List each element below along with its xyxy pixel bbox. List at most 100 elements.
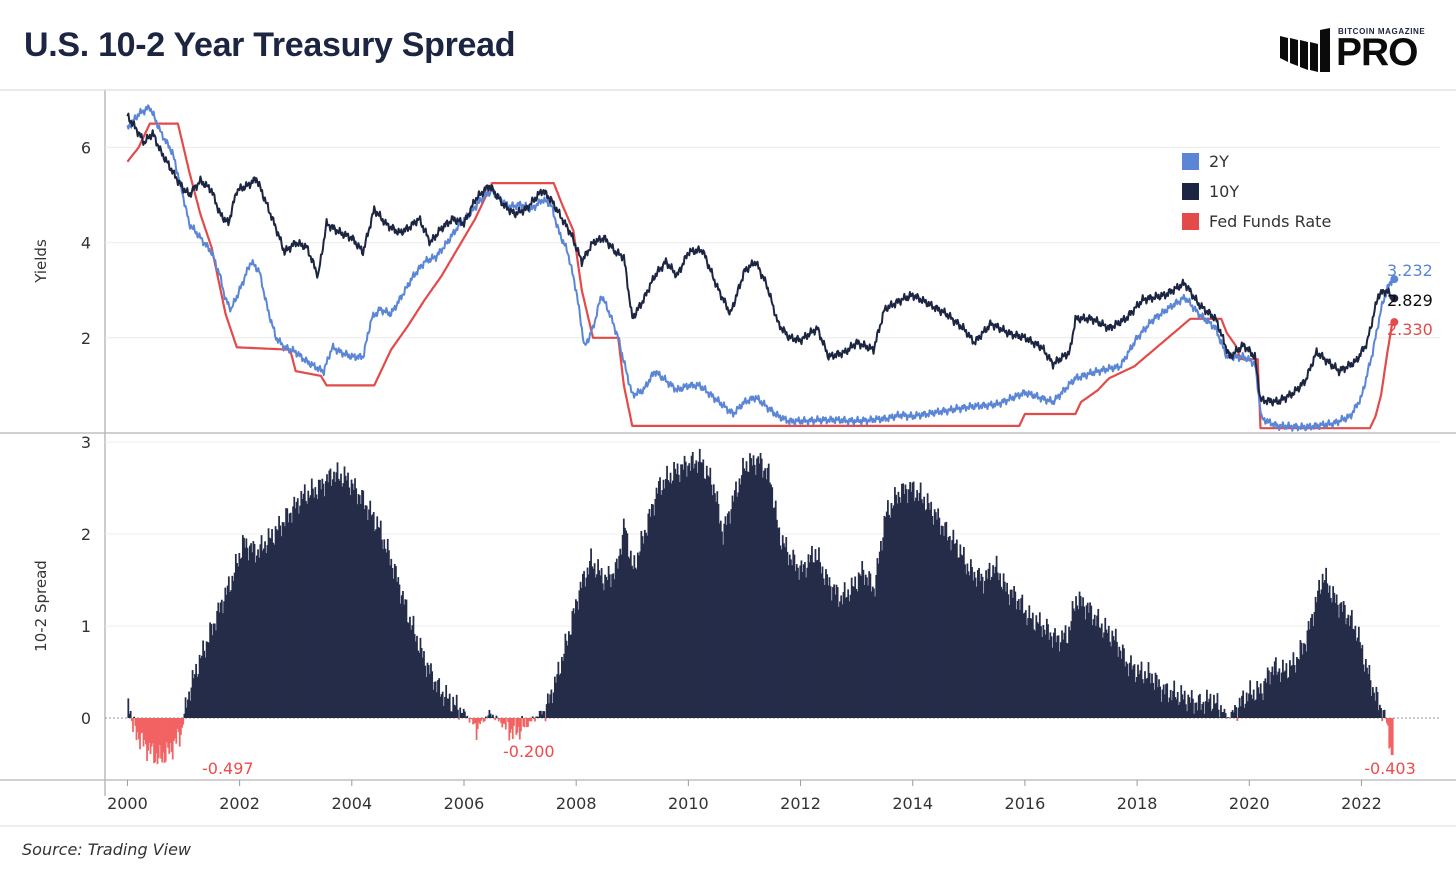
spread-bar bbox=[1343, 604, 1346, 718]
spread-bar-negative bbox=[151, 718, 154, 744]
spread-bar bbox=[578, 590, 581, 718]
spread-bar bbox=[725, 524, 728, 718]
spread-bar bbox=[1140, 661, 1143, 718]
spread-bar bbox=[1076, 605, 1079, 718]
spread-bar bbox=[1312, 626, 1315, 718]
spread-bar bbox=[1350, 610, 1353, 718]
spread-bar bbox=[1058, 651, 1061, 718]
spread-bar bbox=[309, 495, 312, 718]
spread-bar bbox=[582, 573, 584, 718]
spread-bar bbox=[277, 530, 279, 718]
spread-bar bbox=[815, 560, 818, 718]
spread-bar bbox=[943, 535, 945, 718]
spread-bar bbox=[659, 477, 661, 718]
bitcoin-magazine-pro-logo: BITCOIN MAGAZINE PRO bbox=[1280, 27, 1445, 74]
spread-bar bbox=[1204, 701, 1207, 718]
spread-bar bbox=[1111, 630, 1114, 718]
spread-bar bbox=[367, 520, 369, 718]
spread-bar bbox=[575, 599, 577, 718]
spread-bar bbox=[729, 523, 732, 718]
spread-bar bbox=[1020, 598, 1023, 718]
spread-bar bbox=[1100, 623, 1103, 718]
spread-bar bbox=[357, 494, 360, 718]
spread-bar bbox=[543, 711, 546, 718]
spread-bar bbox=[257, 549, 259, 718]
spread-bar bbox=[885, 511, 888, 718]
spread-bar-negative bbox=[507, 718, 509, 723]
spread-bar bbox=[1223, 708, 1226, 718]
spread-bar bbox=[1027, 618, 1030, 718]
spread-bar bbox=[662, 479, 665, 718]
spread-bar bbox=[558, 675, 561, 718]
spread-bar bbox=[399, 603, 402, 718]
spread-bar bbox=[916, 490, 919, 718]
spread-bar bbox=[234, 553, 237, 718]
spread-bar bbox=[213, 623, 216, 718]
spread-bar bbox=[371, 514, 374, 718]
spread-bar bbox=[1123, 648, 1125, 718]
spread-bar bbox=[1082, 597, 1084, 718]
spread-bar bbox=[1301, 654, 1304, 718]
spread-bar bbox=[703, 478, 706, 718]
spread-bar bbox=[1186, 711, 1188, 718]
spread-bar bbox=[717, 503, 720, 718]
spread-bar bbox=[860, 575, 862, 718]
spread-bar-negative bbox=[471, 718, 473, 720]
spread-bars bbox=[127, 448, 1394, 765]
spread-bar bbox=[546, 693, 549, 718]
spread-bar bbox=[1209, 693, 1212, 718]
spread-bar bbox=[1119, 650, 1122, 718]
spread-bar bbox=[537, 716, 540, 718]
spread-bar bbox=[315, 494, 318, 718]
spread-bar bbox=[341, 486, 344, 718]
spread-bar bbox=[812, 562, 814, 718]
spread-bar bbox=[778, 527, 781, 718]
spread-bar bbox=[764, 468, 767, 718]
spread-bar bbox=[650, 504, 653, 718]
spread-bar bbox=[904, 484, 907, 718]
spread-bar bbox=[1179, 701, 1181, 718]
spread-bar bbox=[687, 465, 689, 718]
spread-bar bbox=[295, 501, 298, 718]
spread-bar bbox=[605, 576, 608, 718]
spread-bar bbox=[1348, 626, 1351, 718]
spread-bar bbox=[642, 543, 645, 718]
spread-bar bbox=[314, 487, 317, 718]
spread-bar bbox=[857, 572, 860, 718]
x-tick-label: 2014 bbox=[892, 794, 933, 813]
x-tick-label: 2016 bbox=[1005, 794, 1046, 813]
spread-bar bbox=[296, 498, 299, 718]
spread-bar bbox=[693, 468, 695, 718]
spread-bar bbox=[1267, 670, 1270, 718]
spread-bar bbox=[1194, 702, 1197, 718]
spread-bar bbox=[1105, 629, 1108, 718]
spread-bar bbox=[433, 681, 436, 718]
spread-bar bbox=[1313, 612, 1316, 718]
yield-tick-label: 4 bbox=[81, 234, 91, 253]
spread-bar bbox=[661, 489, 664, 718]
spread-bar bbox=[1215, 702, 1218, 718]
spread-bar bbox=[597, 559, 599, 718]
spread-bar bbox=[307, 490, 310, 718]
spread-bar bbox=[767, 463, 770, 718]
line-10y bbox=[126, 112, 1394, 407]
spread-bar-negative bbox=[513, 718, 515, 726]
spread-bar bbox=[369, 500, 372, 718]
spread-bar bbox=[564, 633, 567, 718]
spread-bar bbox=[663, 488, 666, 718]
spread-bar bbox=[1333, 592, 1336, 718]
spread-bar bbox=[855, 588, 858, 718]
spread-bar bbox=[312, 488, 314, 718]
spread-bar-negative bbox=[1386, 718, 1388, 724]
spread-bar bbox=[1248, 693, 1250, 718]
spread-bar bbox=[1300, 642, 1303, 718]
spread-bar bbox=[747, 472, 750, 718]
spread-bar bbox=[828, 577, 831, 718]
spread-bar bbox=[212, 623, 215, 718]
spread-bar bbox=[776, 519, 778, 718]
spread-bar bbox=[924, 510, 927, 718]
spread-bar bbox=[1126, 663, 1129, 718]
spread-bar bbox=[851, 585, 854, 718]
spread-bar bbox=[1138, 674, 1141, 718]
spread-bar bbox=[381, 539, 383, 718]
